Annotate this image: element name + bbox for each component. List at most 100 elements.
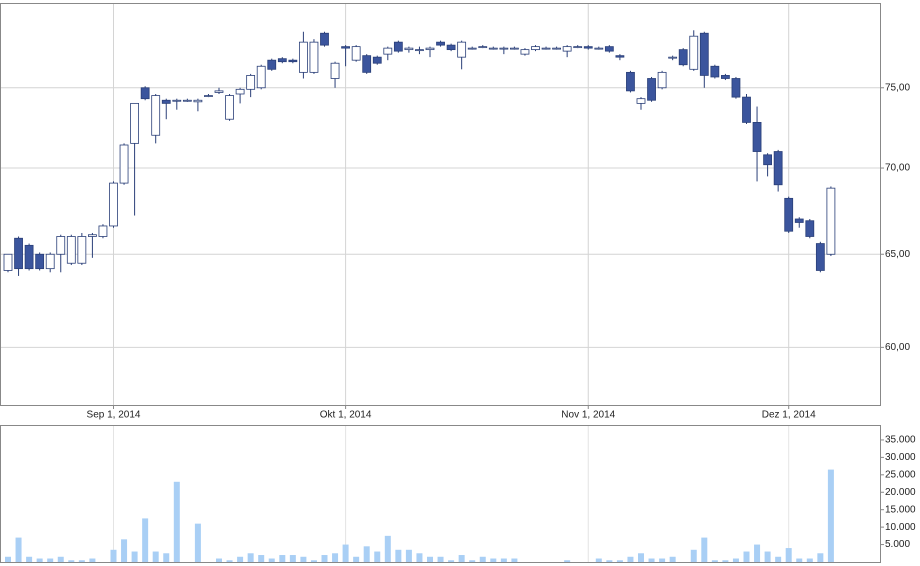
candle-body (425, 47, 435, 51)
candle-body (457, 41, 467, 58)
volume-bar (247, 553, 254, 562)
candle-body (710, 65, 720, 78)
volume-bar (564, 560, 571, 562)
volume-bar (437, 556, 444, 562)
candle-body (636, 98, 646, 104)
candle-body (341, 46, 351, 49)
candle-body (731, 78, 741, 98)
candle-body (66, 236, 76, 264)
candle-body (583, 46, 593, 49)
candle-body (531, 46, 540, 51)
candle-body (256, 65, 266, 89)
candle-body (151, 95, 161, 136)
y-tick-label: 5.000 (885, 539, 910, 550)
candle-body (626, 71, 635, 92)
candle-body (752, 122, 762, 152)
candle-body (467, 47, 477, 50)
volume-bar (36, 558, 43, 562)
volume-bar (342, 544, 349, 562)
candle-body (35, 253, 45, 270)
volume-bar (89, 558, 96, 562)
volume-bar (374, 551, 381, 562)
candle-body (615, 55, 625, 58)
y-tick-label: 25.000 (885, 469, 916, 480)
candle-body (309, 41, 319, 73)
volume-bar (321, 555, 328, 562)
candle-body (330, 62, 340, 79)
volume-bar (237, 556, 244, 562)
candle-body (277, 58, 287, 63)
volume-bar (353, 556, 360, 562)
x-tick-label: Nov 1, 2014 (561, 410, 615, 421)
candle-body (415, 49, 424, 52)
volume-bar (363, 546, 370, 562)
volume-bar (47, 558, 54, 562)
volume-bar (289, 555, 296, 562)
volume-bar (458, 555, 465, 562)
y-tick-label: 10.000 (885, 522, 916, 533)
volume-bar (711, 560, 718, 562)
y-tick-label: 60,00 (885, 342, 910, 353)
volume-bar (806, 558, 813, 562)
candle-body (509, 47, 519, 50)
y-tick-label: 15.000 (885, 504, 916, 515)
candle-body (298, 41, 308, 73)
volume-bar (15, 537, 22, 562)
candle-body (721, 75, 730, 79)
candle-body (362, 55, 372, 73)
volume-bar (216, 558, 222, 562)
candle-body (288, 59, 298, 63)
candle-body (351, 46, 361, 61)
candle-body (14, 237, 23, 270)
candle-body (815, 243, 825, 271)
volume-bar (595, 558, 602, 562)
y-tick-label: 30.000 (885, 452, 916, 463)
candle-body (225, 95, 234, 120)
volume-bar (500, 558, 507, 562)
candle-body (204, 95, 213, 97)
candle-body (182, 99, 192, 102)
volume-bar (701, 537, 708, 562)
volume-bar (659, 558, 666, 562)
volume-bar (479, 556, 486, 562)
y-tick-label: 65,00 (885, 249, 910, 260)
volume-bar (142, 518, 149, 562)
volume-bar (469, 560, 476, 562)
candle-body (320, 32, 329, 46)
candle-body (742, 96, 751, 123)
volume-bar (827, 469, 834, 562)
volume-bar (405, 549, 412, 562)
candle-body (699, 32, 709, 76)
candle-body (594, 47, 604, 50)
candle-body (436, 41, 445, 46)
volume-bar (722, 560, 729, 562)
volume-bar (68, 560, 75, 562)
volume-bar (310, 560, 317, 562)
volume-bar (279, 555, 286, 562)
candle-body (246, 75, 256, 90)
candle-body (657, 71, 667, 89)
volume-bar (627, 556, 634, 562)
volume-bar (395, 549, 402, 562)
volume-bar (638, 553, 644, 562)
volume-bar (743, 551, 750, 562)
x-tick-label: Okt 1, 2014 (320, 410, 372, 421)
x-tick-label: Sep 1, 2014 (87, 410, 141, 421)
candle-body (77, 236, 87, 264)
volume-bar (163, 553, 170, 562)
volume-bar (648, 558, 655, 562)
volume-bar (57, 556, 64, 562)
candle-body (98, 225, 108, 237)
volume-bar (448, 560, 455, 562)
volume-bar (732, 558, 739, 562)
candle-body (689, 35, 699, 70)
volume-bar (606, 560, 613, 562)
y-tick-label: 70,00 (885, 163, 910, 174)
volume-bar (416, 553, 423, 562)
candle-body (372, 56, 382, 64)
volume-bar (173, 481, 180, 562)
volume-bar (78, 560, 85, 562)
volume-bar (511, 558, 518, 562)
volume-bar (26, 556, 33, 562)
